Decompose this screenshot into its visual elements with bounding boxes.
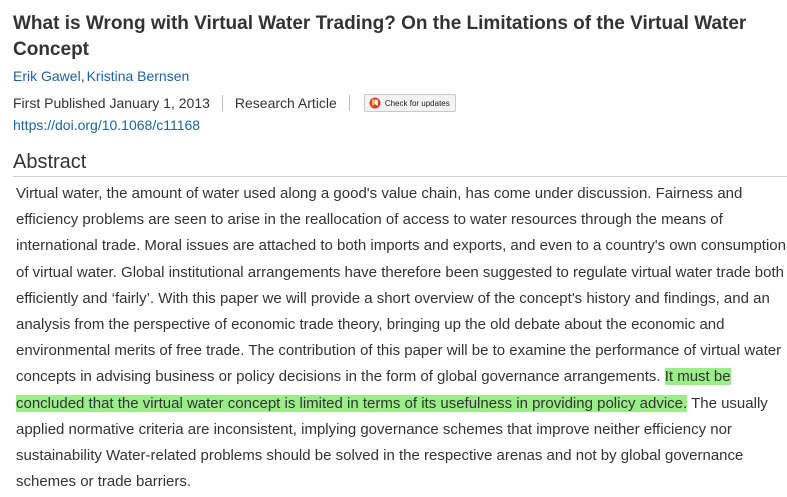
abstract-text: Virtual water, the amount of water used …: [16, 181, 786, 495]
abstract-text-before: Virtual water, the amount of water used …: [16, 185, 786, 386]
author-link[interactable]: Erik Gawel: [13, 68, 81, 84]
author-separator: ,: [80, 68, 85, 84]
crossmark-icon: [369, 97, 381, 109]
meta-divider: [348, 95, 350, 111]
article-meta: First Published January 1, 2013 Research…: [13, 93, 456, 113]
check-for-updates-button[interactable]: Check for updates: [363, 94, 456, 112]
meta-divider: [221, 95, 223, 111]
check-for-updates-label: Check for updates: [384, 98, 450, 108]
abstract-section-header: Abstract: [13, 150, 787, 177]
author-link[interactable]: Kristina Bernsen: [86, 68, 190, 84]
author-list: Erik Gawel, Kristina Bernsen: [13, 67, 189, 85]
article-type: Research Article: [234, 95, 337, 111]
article-title: What is Wrong with Virtual Water Trading…: [13, 13, 747, 60]
publication-date: First Published January 1, 2013: [13, 95, 210, 111]
doi-link[interactable]: https://doi.org/10.1068/c11168: [13, 117, 201, 133]
abstract-heading: Abstract: [13, 151, 87, 173]
abstract-text-after: The usually applied normative criteria a…: [16, 394, 768, 491]
